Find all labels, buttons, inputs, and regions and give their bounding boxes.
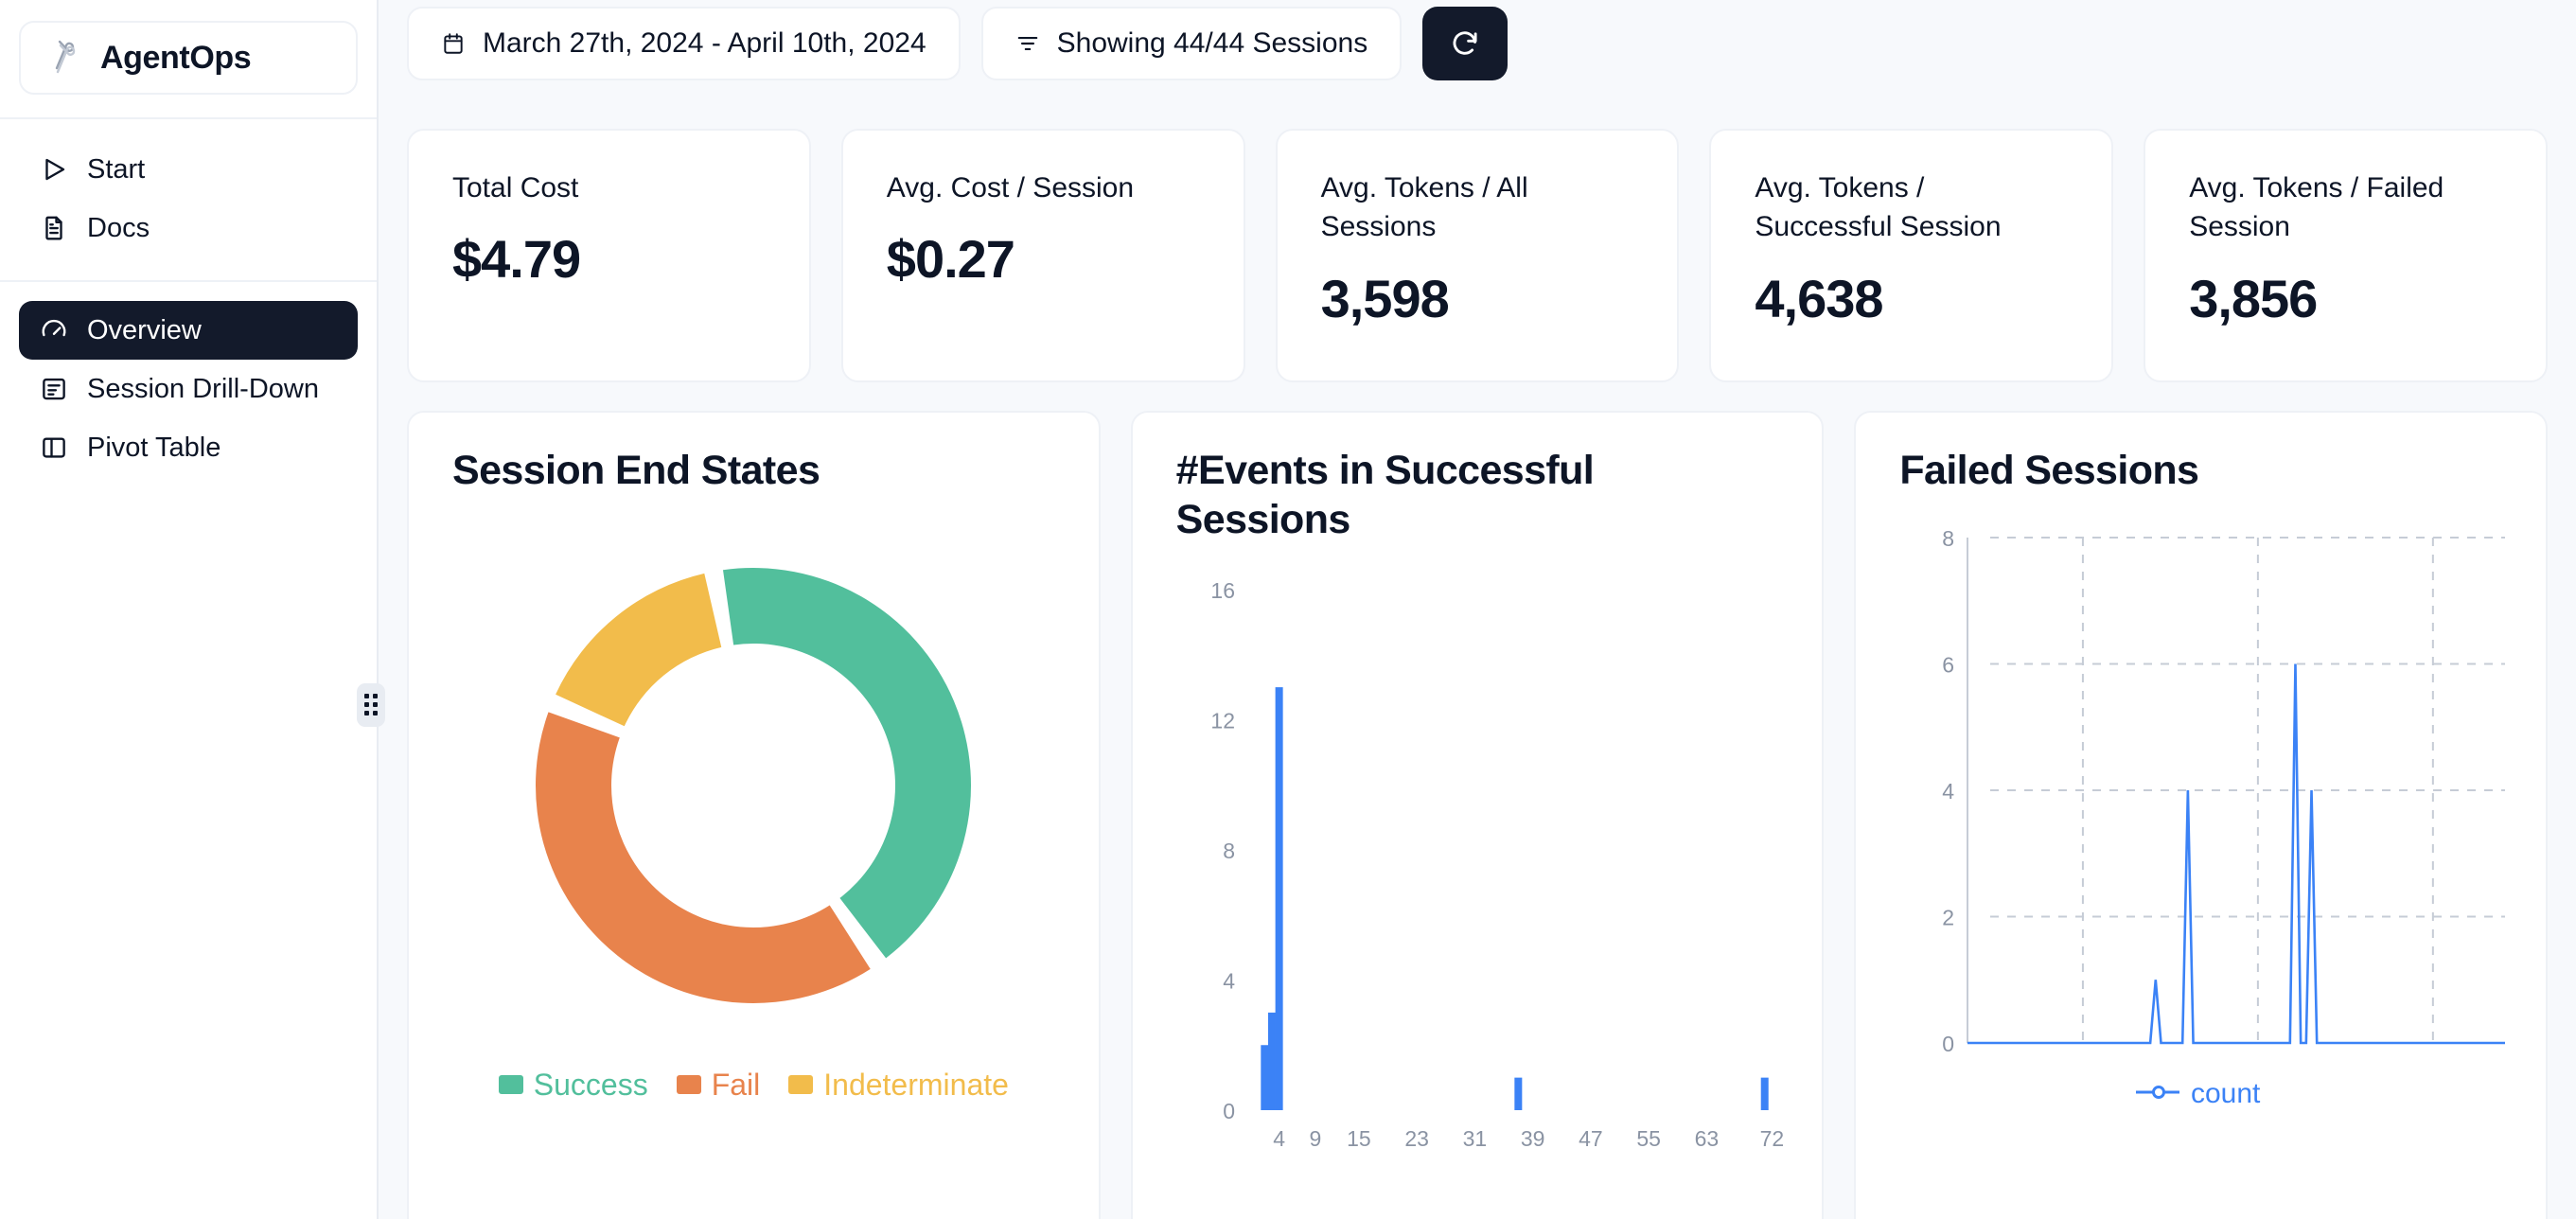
legend-label: Fail bbox=[711, 1067, 761, 1102]
sidebar-group-primary: Start Docs bbox=[19, 119, 358, 257]
sidebar-resize-handle[interactable] bbox=[357, 683, 385, 727]
stat-label: Avg. Tokens / Failed Session bbox=[2189, 172, 2444, 243]
stat-card-total-cost: Total Cost $4.79 bbox=[407, 129, 811, 382]
agentops-paperclip-logo-icon bbox=[55, 40, 76, 74]
stat-label: Total Cost bbox=[452, 172, 579, 203]
sidebar-item-session-drill-down[interactable]: Session Drill-Down bbox=[19, 360, 358, 418]
svg-text:15: 15 bbox=[1347, 1126, 1371, 1151]
sidebar-item-label: Pivot Table bbox=[87, 432, 221, 463]
sidebar-item-label: Docs bbox=[87, 212, 150, 243]
svg-text:72: 72 bbox=[1759, 1126, 1784, 1151]
chart-card-failed-sessions: Failed Sessions 0 2 4 6 8 count bbox=[1854, 411, 2549, 1219]
svg-text:4: 4 bbox=[1943, 779, 1955, 804]
svg-text:2: 2 bbox=[1943, 905, 1955, 929]
sessions-filter-button[interactable]: Showing 44/44 Sessions bbox=[980, 7, 1403, 80]
svg-text:55: 55 bbox=[1636, 1126, 1661, 1151]
main-content: March 27th, 2024 - April 10th, 2024 Show… bbox=[379, 0, 2576, 1219]
sidebar-item-overview[interactable]: Overview bbox=[19, 301, 358, 360]
stats-row: Total Cost $4.79 Avg. Cost / Session $0.… bbox=[407, 129, 2548, 382]
stat-value: 3,598 bbox=[1320, 268, 1450, 328]
legend-swatch bbox=[788, 1075, 814, 1095]
legend-item-indeterminate[interactable]: Indeterminate bbox=[788, 1068, 1009, 1103]
date-range-picker[interactable]: March 27th, 2024 - April 10th, 2024 bbox=[407, 7, 961, 80]
stat-card-avg-tokens-successful-session: Avg. Tokens / Successful Session 4,638 bbox=[1709, 129, 2114, 382]
brand-logo-button[interactable]: AgentOps bbox=[19, 21, 358, 95]
calendar-icon bbox=[444, 33, 463, 54]
svg-text:9: 9 bbox=[1309, 1126, 1321, 1151]
stat-label: Avg. Tokens / Successful Session bbox=[1755, 172, 2002, 243]
legend-swatch bbox=[498, 1075, 523, 1095]
legend-swatch bbox=[676, 1075, 701, 1095]
stat-card-avg-cost-per-session: Avg. Cost / Session $0.27 bbox=[840, 129, 1245, 382]
legend-label: Indeterminate bbox=[823, 1067, 1009, 1102]
donut-chart bbox=[452, 521, 1055, 1051]
stat-label: Avg. Cost / Session bbox=[886, 172, 1135, 203]
svg-text:31: 31 bbox=[1462, 1126, 1487, 1151]
stat-value: 3,856 bbox=[2189, 268, 2318, 328]
sidebar-item-label: Overview bbox=[87, 314, 202, 345]
play-triangle-icon bbox=[45, 158, 65, 181]
stat-value: $0.27 bbox=[886, 229, 1015, 290]
svg-text:4: 4 bbox=[1223, 969, 1235, 994]
stat-value: $4.79 bbox=[452, 229, 581, 290]
sidebar-divider-top bbox=[0, 117, 377, 119]
sidebar-item-pivot-table[interactable]: Pivot Table bbox=[19, 418, 358, 477]
legend-label: Success bbox=[533, 1067, 648, 1102]
svg-text:47: 47 bbox=[1579, 1126, 1603, 1151]
table-columns-icon bbox=[43, 437, 65, 458]
stat-card-avg-tokens-all-sessions: Avg. Tokens / All Sessions 3,598 bbox=[1275, 129, 1680, 382]
stat-value: 4,638 bbox=[1755, 268, 1883, 328]
sidebar-item-label: Session Drill-Down bbox=[87, 373, 319, 404]
sidebar-item-label: Start bbox=[87, 153, 146, 185]
svg-text:0: 0 bbox=[1223, 1099, 1235, 1123]
handle-dot bbox=[372, 702, 378, 707]
stat-card-avg-tokens-failed-session: Avg. Tokens / Failed Session 3,856 bbox=[2144, 129, 2548, 382]
sidebar-group-secondary: Overview Session Drill-Down Pivot Table bbox=[19, 282, 358, 477]
chart-title: #Events in Successful Sessions bbox=[1175, 448, 1595, 542]
refresh-button[interactable] bbox=[1422, 7, 1509, 80]
svg-text:16: 16 bbox=[1210, 578, 1235, 603]
toolbar: March 27th, 2024 - April 10th, 2024 Show… bbox=[407, 0, 2548, 85]
charts-row: Session End States Success Fail bbox=[407, 411, 2549, 1219]
gauge-icon bbox=[42, 319, 66, 337]
sessions-filter-label: Showing 44/44 Sessions bbox=[1056, 27, 1368, 59]
chart-card-session-end-states: Session End States Success Fail bbox=[407, 411, 1101, 1219]
sidebar-divider-middle bbox=[0, 280, 377, 282]
sidebar-item-start[interactable]: Start bbox=[19, 140, 358, 199]
svg-text:6: 6 bbox=[1943, 652, 1955, 677]
chart-title: Session End States bbox=[452, 448, 820, 493]
stat-label: Avg. Tokens / All Sessions bbox=[1320, 172, 1528, 243]
date-range-label: March 27th, 2024 - April 10th, 2024 bbox=[483, 27, 926, 59]
legend-item-success[interactable]: Success bbox=[498, 1067, 648, 1103]
handle-dot bbox=[364, 702, 369, 707]
svg-text:0: 0 bbox=[1943, 1032, 1955, 1056]
list-panel-icon bbox=[43, 378, 65, 400]
svg-text:8: 8 bbox=[1223, 839, 1235, 863]
sidebar: AgentOps Start Docs bbox=[0, 0, 379, 1219]
handle-dot bbox=[364, 711, 369, 716]
handle-dot bbox=[372, 694, 378, 698]
brand-name: AgentOps bbox=[100, 39, 252, 76]
legend-item-fail[interactable]: Fail bbox=[676, 1067, 761, 1103]
chart-card-events-in-successful-sessions: #Events in Successful Sessions 0 4 8 12 16 4 9… bbox=[1130, 411, 1825, 1219]
handle-dot bbox=[364, 694, 369, 698]
svg-text:4: 4 bbox=[1273, 1126, 1285, 1151]
donut-legend: Success Fail Indeterminate bbox=[452, 1068, 1055, 1103]
svg-text:39: 39 bbox=[1521, 1126, 1545, 1151]
donut-chart-svg[interactable] bbox=[488, 521, 1018, 1051]
refresh-icon bbox=[1453, 31, 1477, 55]
svg-text:12: 12 bbox=[1210, 709, 1235, 733]
filter-icon bbox=[1017, 36, 1037, 51]
document-text-icon bbox=[45, 216, 62, 240]
chart-title: Failed Sessions bbox=[1899, 448, 2199, 493]
svg-text:count: count bbox=[2191, 1078, 2261, 1109]
svg-text:23: 23 bbox=[1404, 1126, 1429, 1151]
failed-sessions-line-chart-svg[interactable]: 0 2 4 6 8 count bbox=[1899, 513, 2543, 1138]
sidebar-item-docs[interactable]: Docs bbox=[19, 199, 358, 257]
handle-dot bbox=[372, 711, 378, 716]
svg-text:63: 63 bbox=[1694, 1126, 1719, 1151]
svg-text:8: 8 bbox=[1943, 526, 1955, 551]
